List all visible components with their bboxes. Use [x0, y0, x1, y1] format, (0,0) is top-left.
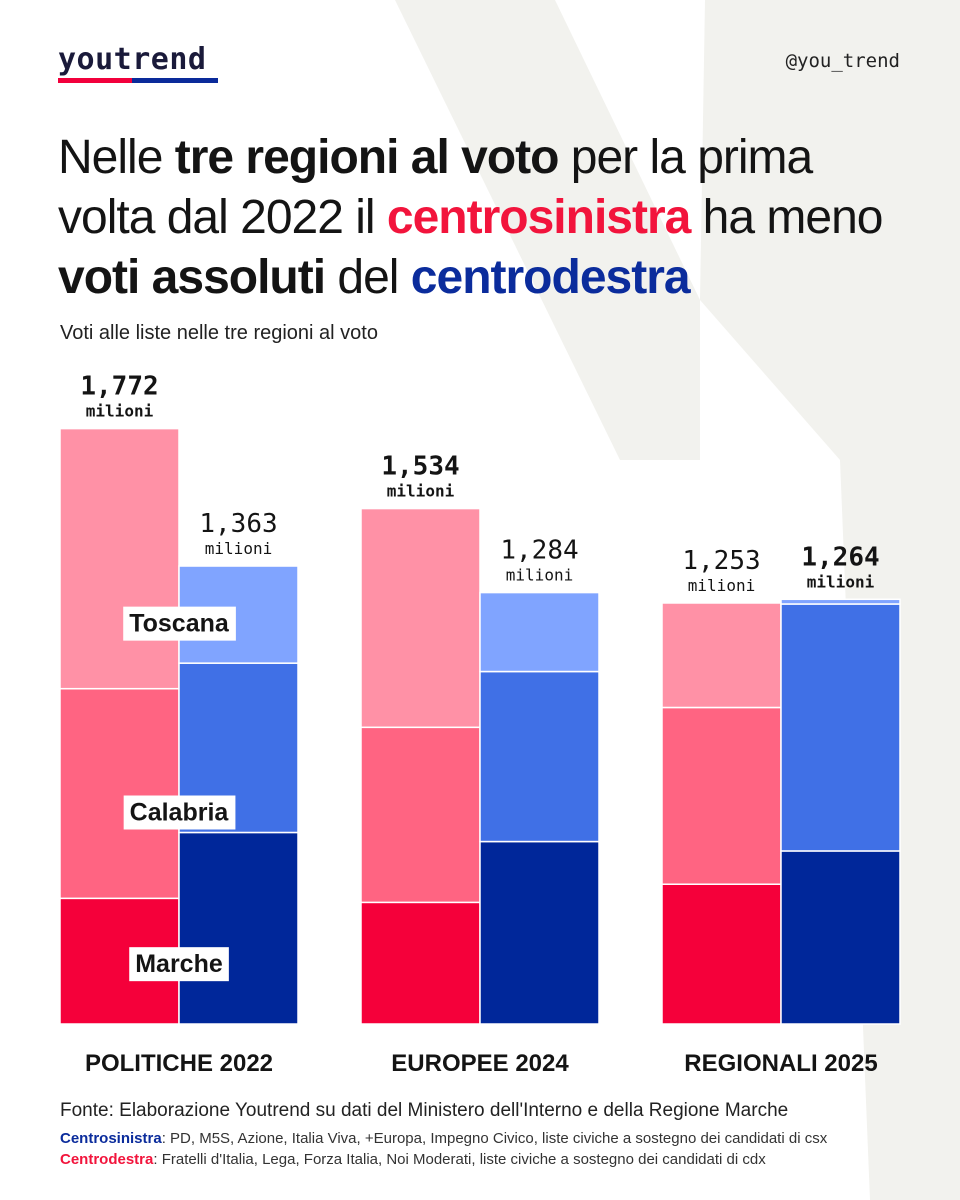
page-title: Nelle tre regioni al voto per la prima v… — [58, 131, 883, 304]
unit-label-cdx-0: milioni — [205, 539, 272, 558]
unit-label-cdx-2: milioni — [807, 572, 875, 591]
total-label-csx-1: 1,534 — [381, 452, 459, 482]
bar-csx-toscana-2 — [661, 602, 782, 709]
youtrend-logo: youtrend — [58, 42, 207, 77]
region-label-bg-toscana — [123, 606, 236, 641]
category-label-0: POLITICHE 2022 — [85, 1050, 273, 1077]
region-label-calabria: Calabria — [123, 795, 236, 830]
region-label-marche: Marche — [129, 947, 229, 982]
bar-csx-toscana-1 — [360, 507, 481, 729]
unit-label-csx-0: milioni — [86, 402, 154, 421]
source-note: Fonte: Elaborazione Youtrend su dati del… — [60, 1100, 789, 1121]
bar-csx-calabria-1 — [360, 726, 481, 904]
bar-csx-calabria-0 — [59, 687, 180, 900]
total-label-csx-0: 1,772 — [80, 372, 158, 402]
social-handle: @you_trend — [785, 50, 900, 72]
bar-cdx-toscana-1 — [479, 591, 600, 673]
bar-csx-toscana-0 — [59, 427, 180, 690]
category-label-2: REGIONALI 2025 — [684, 1050, 877, 1077]
total-label-cdx-0: 1,363 — [199, 509, 277, 539]
background-v-shape — [395, 0, 700, 460]
region-label-bg-marche — [129, 947, 229, 982]
region-label-text-marche: Marche — [135, 950, 223, 978]
total-label-csx-2: 1,253 — [682, 546, 760, 576]
chart-subtitle: Voti alle liste nelle tre regioni al vot… — [60, 322, 378, 344]
legend-centrosinistra: Centrosinistra: PD, M5S, Azione, Italia … — [60, 1130, 828, 1147]
bar-cdx-calabria-2 — [780, 603, 901, 852]
bar-cdx-marche-2 — [780, 850, 901, 1025]
bar-csx-calabria-2 — [661, 706, 782, 885]
logo-underline — [58, 78, 218, 83]
bar-cdx-marche-1 — [479, 840, 600, 1025]
region-label-bg-calabria — [123, 795, 236, 830]
total-label-cdx-2: 1,264 — [801, 542, 879, 572]
bar-cdx-calabria-1 — [479, 670, 600, 843]
title-centrosinistra: centrosinistra — [386, 191, 691, 244]
footer: Fonte: Elaborazione Youtrend su dati del… — [60, 1100, 920, 1170]
total-label-cdx-1: 1,284 — [500, 536, 578, 566]
region-label-text-calabria: Calabria — [130, 799, 230, 827]
unit-label-cdx-1: milioni — [506, 566, 573, 585]
title-centrodestra: centrodestra — [410, 251, 691, 304]
bar-csx-marche-1 — [360, 901, 481, 1025]
bar-csx-marche-2 — [661, 883, 782, 1025]
bar-cdx-toscana-2 — [780, 598, 901, 605]
bar-cdx-marche-0 — [178, 831, 299, 1025]
category-label-1: EUROPEE 2024 — [391, 1050, 569, 1077]
unit-label-csx-1: milioni — [387, 482, 455, 501]
legend-centrodestra: Centrodestra: Fratelli d'Italia, Lega, F… — [60, 1151, 766, 1168]
region-label-text-toscana: Toscana — [129, 610, 230, 638]
region-label-toscana: Toscana — [123, 606, 236, 641]
unit-label-csx-2: milioni — [688, 576, 755, 595]
